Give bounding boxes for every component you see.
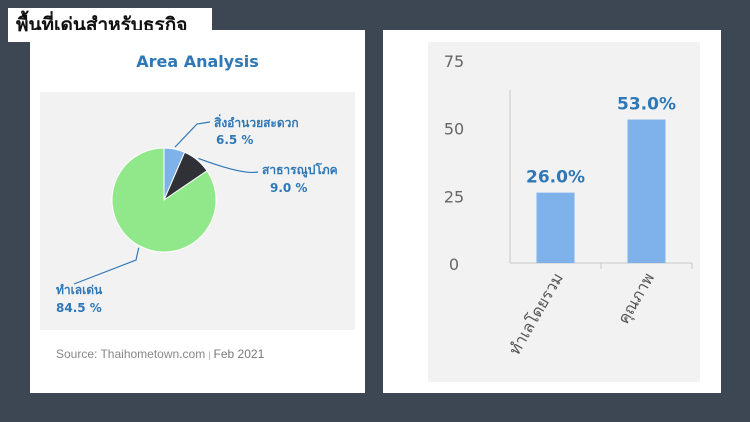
y-tick-label-3: 75 [444,52,464,71]
y-tick-label-1: 25 [444,187,464,206]
pie-slice-value-1: 9.0 % [270,181,307,195]
bar-data-label-0: 26.0% [526,168,585,188]
pie-chart-title: Area Analysis [136,52,259,71]
x-category-label-1: คุณภาพ [614,270,659,328]
pie-slice-label-2: ทำเลเด่น [56,283,103,297]
y-tick-label-0: 0 [449,255,459,274]
pie-slice-value-0: 6.5 % [216,133,253,147]
bar-0 [536,192,575,263]
bar-chart-card: 0 25 50 75 26.0% ทำเลโดยรวม 53.0% คุณภาพ [383,30,721,393]
pie-leader-line-1 [198,157,259,174]
x-category-label-0: ทำเลโดยรวม [505,270,567,359]
pie-slice-value-2: 84.5 % [56,301,102,315]
pie-leader-line-0 [174,121,211,148]
pie-leader-line-2 [73,247,140,285]
pie-slice-label-1: สาธารณูปโภค [262,162,338,178]
pie-chart-card: Area Analysis สิ่งอำนวยสะดวก 6.5 % สาธารณู… [30,30,365,393]
bar-1 [627,119,666,264]
pie-chart-panel: สิ่งอำนวยสะดวก 6.5 % สาธารณูปโภค 9.0 % ทำเลเ… [40,92,355,330]
bar-data-label-1: 53.0% [617,95,676,115]
pie-chart: สิ่งอำนวยสะดวก 6.5 % สาธารณูปโภค 9.0 % ทำเลเ… [56,114,338,315]
y-tick-label-2: 50 [444,120,464,139]
source-note: Source: Thaihometown.com | Feb 2021 [56,347,264,361]
source-text: Source: Thaihometown.com [56,347,206,361]
pie-slice-label-0: สิ่งอำนวยสะดวก [214,114,299,130]
bar-chart: 0 25 50 75 26.0% ทำเลโดยรวม 53.0% คุณภาพ [444,52,693,359]
source-date: Feb 2021 [213,347,265,361]
source-separator: | [208,350,211,360]
bar-chart-panel: 0 25 50 75 26.0% ทำเลโดยรวม 53.0% คุณภาพ [428,42,700,382]
pie-slice-2 [111,147,217,253]
